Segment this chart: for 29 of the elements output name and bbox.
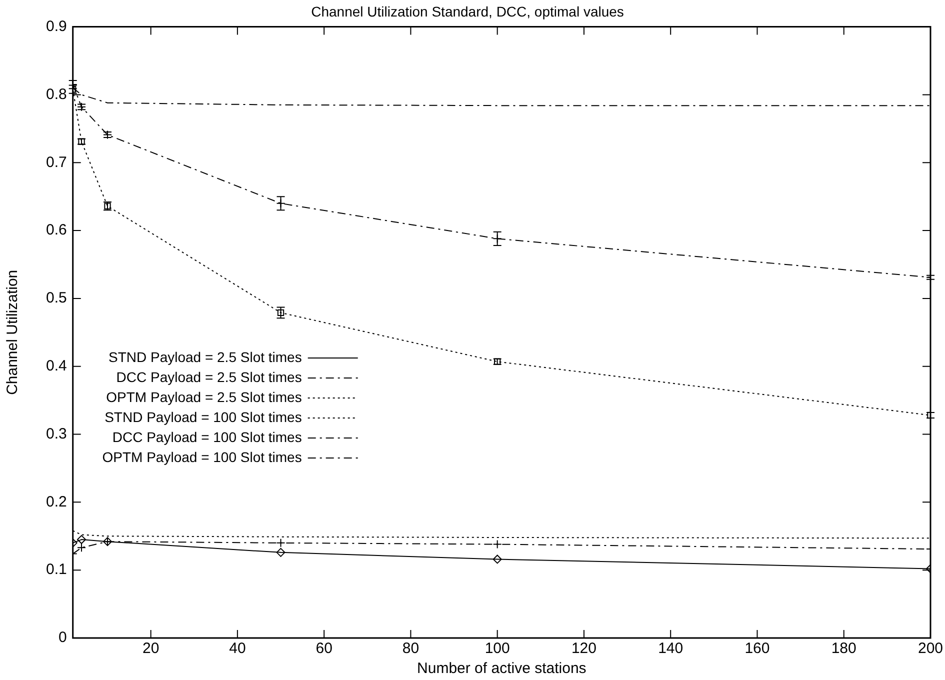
x-tick-label: 160 [744,640,770,658]
x-tick-label: 140 [658,640,684,658]
legend-label: OPTM Payload = 100 Slot times [102,448,302,465]
x-axis-title: Number of active stations [417,660,586,678]
legend-label: STND Payload = 2.5 Slot times [108,348,302,365]
y-axis-title: Channel Utilization [4,270,22,395]
y-tick-label: 0 [58,629,67,646]
x-tick-label: 80 [402,640,420,658]
chart-title: Channel Utilization Standard, DCC, optimal values [311,3,624,20]
y-tick-label: 0.6 [46,222,67,239]
legend-label: OPTM Payload = 2.5 Slot times [106,388,302,405]
x-tick-label: 120 [571,640,596,658]
x-tick-label: 180 [831,640,856,658]
y-tick-label: 0.2 [46,493,67,510]
y-tick-label: 0.4 [46,357,67,374]
legend-label: DCC Payload = 100 Slot times [112,428,302,445]
y-tick-label: 0.1 [46,561,67,578]
y-tick-label: 0.5 [46,290,67,307]
y-tick-label: 0.8 [46,86,67,103]
x-tick-label: 60 [316,640,332,658]
legend-label: DCC Payload = 2.5 Slot times [116,368,302,385]
y-tick-label: 0.3 [46,425,67,442]
y-tick-label: 0.9 [46,18,67,35]
legend-label: STND Payload = 100 Slot times [104,408,302,425]
y-tick-label: 0.7 [46,154,67,171]
x-tick-label: 200 [918,640,943,658]
x-tick-label: 100 [484,640,510,658]
x-tick-label: 40 [229,640,246,658]
x-tick-label: 20 [142,640,160,658]
